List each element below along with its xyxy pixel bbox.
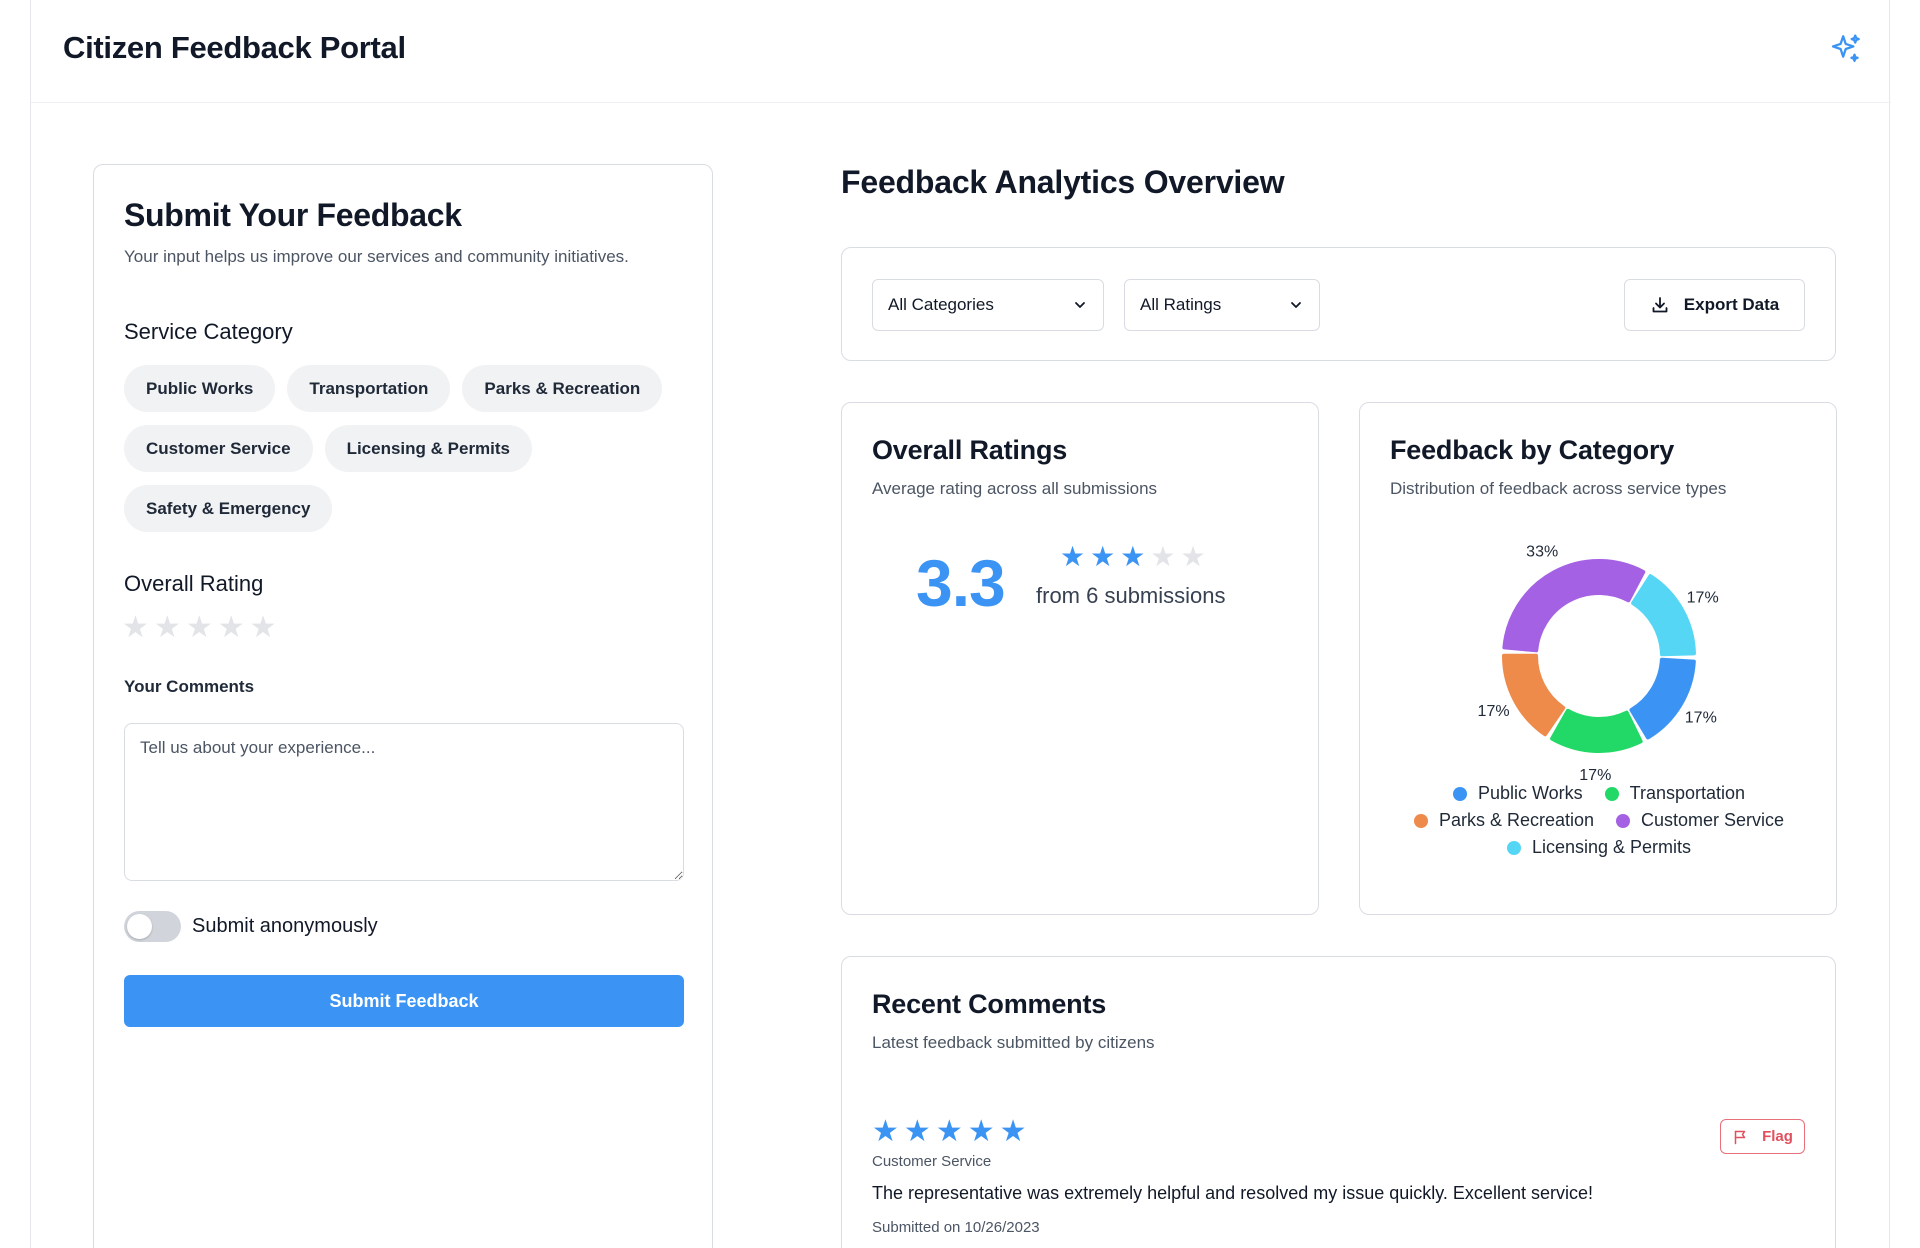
comments-label: Your Comments	[124, 677, 255, 696]
star-icon[interactable]: ★	[217, 611, 245, 644]
star-icon: ★	[1060, 541, 1086, 572]
rating-filter-value: All Ratings	[1140, 295, 1222, 314]
slice-label: 17%	[1478, 703, 1510, 720]
legend-dot	[1506, 840, 1521, 855]
anonymous-toggle[interactable]	[124, 911, 181, 942]
legend-item: Transportation	[1604, 783, 1746, 804]
form-subtitle: Your input helps us improve our services…	[124, 247, 629, 266]
star-icon[interactable]: ★	[249, 611, 277, 644]
flag-button[interactable]: Flag	[1720, 1119, 1805, 1154]
comment-date: Submitted on 10/26/2023	[872, 1219, 1040, 1236]
star-icon[interactable]: ★	[153, 611, 181, 644]
flag-label: Flag	[1762, 1128, 1793, 1145]
recent-comments-subtitle: Latest feedback submitted by citizens	[872, 1033, 1155, 1052]
legend-dot	[1413, 813, 1428, 828]
ratings-title: Overall Ratings	[872, 435, 1068, 465]
recent-comments-title: Recent Comments	[872, 989, 1107, 1019]
category-chips: Public Works Transportation Parks & Recrea…	[124, 365, 684, 532]
legend-item: Customer Service	[1616, 810, 1784, 831]
donut-slice	[1501, 653, 1566, 737]
slice-label: 17%	[1687, 590, 1719, 607]
legend-item: Public Works	[1452, 783, 1583, 804]
star-icon: ★	[935, 1115, 963, 1148]
comment-text: The representative was extremely helpful…	[872, 1183, 1593, 1203]
export-data-button[interactable]: Export Data	[1624, 279, 1805, 331]
category-chip[interactable]: Public Works	[124, 365, 276, 412]
chevron-down-icon	[1075, 302, 1085, 308]
star-icon: ★	[1090, 541, 1116, 572]
legend-label: Parks & Recreation	[1438, 810, 1595, 830]
star-icon: ★	[967, 1115, 995, 1148]
legend-item: Parks & Recreation	[1413, 810, 1595, 831]
legend-dot	[1616, 813, 1631, 828]
category-chip[interactable]: Licensing & Permits	[324, 425, 533, 472]
feedback-by-category-card: Feedback by Category Distribution of fee…	[1359, 402, 1837, 915]
comment-rating-stars: ★ ★ ★ ★ ★	[872, 1117, 1027, 1147]
star-icon: ★	[872, 1115, 899, 1148]
slice-label: 17%	[1579, 767, 1611, 784]
legend-dot	[1604, 786, 1619, 801]
chevron-down-icon	[1291, 302, 1301, 308]
filter-bar: All Categories All Ratings Export Data	[841, 247, 1836, 361]
legend-label: Customer Service	[1641, 810, 1785, 830]
anonymous-toggle-row: Submit anonymously	[124, 911, 378, 942]
comments-textarea[interactable]	[124, 723, 684, 881]
anonymous-label: Submit anonymously	[192, 915, 378, 937]
overall-ratings-card: Overall Ratings Average rating across al…	[841, 402, 1319, 915]
slice-label: 33%	[1526, 543, 1558, 560]
category-chip[interactable]: Transportation	[287, 365, 451, 412]
category-chip[interactable]: Parks & Recreation	[462, 365, 663, 412]
donut-slice	[1631, 574, 1696, 657]
recent-comments-card: Recent Comments Latest feedback submitte…	[841, 956, 1836, 1248]
export-data-label: Export Data	[1683, 295, 1780, 314]
donut-slice	[1629, 657, 1696, 740]
ratings-subtitle: Average rating across all submissions	[872, 479, 1158, 498]
category-chip[interactable]: Safety & Emergency	[124, 485, 333, 532]
star-icon[interactable]: ★	[185, 611, 213, 644]
average-rating-value: 3.3	[916, 546, 1006, 620]
page-frame: Citizen Feedback Portal Submit Your Feed…	[30, 0, 1891, 1248]
donut-slice	[1550, 708, 1643, 753]
app-header: Citizen Feedback Portal	[31, 0, 1891, 103]
average-rating-stars: ★ ★ ★ ★ ★	[1060, 543, 1206, 571]
form-title: Submit Your Feedback	[124, 197, 462, 233]
submit-feedback-button[interactable]: Submit Feedback	[124, 975, 684, 1027]
legend-dot	[1452, 786, 1467, 801]
category-chart-subtitle: Distribution of feedback across service …	[1390, 479, 1727, 498]
rating-stars-input: ★ ★ ★ ★ ★	[122, 613, 277, 643]
comment-category: Customer Service	[872, 1153, 992, 1170]
star-icon: ★	[1150, 541, 1176, 572]
legend-item: Licensing & Permits	[1506, 837, 1692, 858]
download-icon	[1652, 297, 1668, 313]
category-chart-title: Feedback by Category	[1390, 435, 1675, 465]
category-donut-chart: 17% 17% 17% 33% 17%	[1478, 543, 1719, 784]
star-icon: ★	[1180, 541, 1206, 572]
submissions-count: from 6 submissions	[1036, 583, 1226, 608]
legend-label: Transportation	[1629, 783, 1746, 803]
flag-icon	[1734, 1130, 1746, 1144]
slice-label: 17%	[1685, 710, 1717, 727]
service-category-label: Service Category	[124, 319, 293, 344]
star-icon[interactable]: ★	[122, 611, 149, 644]
feedback-form-card: Submit Your Feedback Your input helps us…	[93, 164, 713, 1248]
chart-legend: Public Works Transportation Parks & Recrea…	[1380, 783, 1818, 858]
sparkles-icon[interactable]	[1829, 32, 1863, 66]
analytics-title: Feedback Analytics Overview	[841, 164, 1285, 200]
category-filter-value: All Categories	[888, 295, 994, 314]
legend-label: Licensing & Permits	[1531, 837, 1692, 857]
star-icon: ★	[999, 1115, 1027, 1148]
donut-slice	[1502, 559, 1646, 653]
overall-rating-label: Overall Rating	[124, 571, 264, 596]
category-filter-select[interactable]: All Categories	[872, 279, 1104, 331]
category-chip[interactable]: Customer Service	[124, 425, 313, 472]
app-title: Citizen Feedback Portal	[63, 30, 406, 65]
rating-filter-select[interactable]: All Ratings	[1124, 279, 1320, 331]
star-icon: ★	[1120, 541, 1146, 572]
star-icon: ★	[903, 1115, 931, 1148]
legend-label: Public Works	[1477, 783, 1583, 803]
